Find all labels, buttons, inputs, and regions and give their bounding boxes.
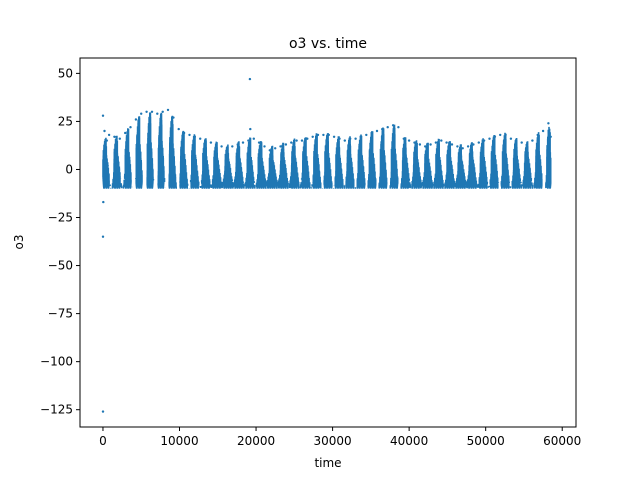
data-point [102,200,105,204]
y-tick-label: 0 [65,162,73,176]
data-point [311,135,314,138]
data-point [445,141,448,144]
y-tick-label: −125 [40,403,73,417]
x-tick-label: 30000 [313,434,351,448]
y-tick-label: −25 [48,211,73,225]
data-point [456,145,459,148]
data-point [249,127,252,131]
data-point [118,137,122,140]
data-point [101,235,105,238]
data-point [322,133,325,137]
data-point [461,147,464,150]
data-point [300,139,304,142]
data-point [509,137,513,140]
data-point [477,141,480,144]
x-tick-label: 50000 [467,434,505,448]
chart-title: o3 vs. time [289,36,367,52]
y-tick-label: 25 [58,114,73,128]
oscillation-band-layer [102,112,552,189]
data-point [156,112,159,115]
data-point [343,139,346,142]
data-point [134,118,138,121]
data-point [488,137,491,140]
x-tick-label: 10000 [160,434,198,448]
data-point [386,126,389,129]
data-point [129,126,132,129]
data-point [220,145,223,148]
data-point [209,141,213,144]
data-point [375,129,379,133]
y-axis-label: o3 [12,235,26,250]
data-point [520,141,523,144]
data-point [466,145,470,148]
data-point [188,133,191,137]
data-point [531,139,534,142]
data-point [434,141,438,144]
data-point [107,133,111,137]
data-point [177,127,180,131]
data-point [248,77,252,81]
data-point [397,126,400,129]
data-point [418,143,422,146]
data-point [263,145,266,148]
data-point [252,137,255,140]
data-point [113,135,116,138]
data-point [365,133,368,137]
data-point [161,110,164,114]
data-point [241,141,245,144]
x-tick-label: 20000 [237,434,275,448]
data-point [274,147,277,150]
data-point [295,139,298,142]
data-point [279,145,282,148]
data-point [547,122,550,125]
oscillation-band [102,112,552,189]
data-point [145,110,148,114]
y-tick-label: −100 [40,355,73,369]
y-axis-ticks: 50 25 0 −25 −50 −75 −100 −125 [40,66,80,417]
data-point [290,141,293,144]
data-point [150,110,154,114]
data-point [231,145,234,148]
data-point [124,131,127,135]
x-tick-label: 0 [99,434,107,448]
data-point [332,135,336,138]
y-tick-label: −50 [48,259,73,273]
data-point [166,108,170,112]
data-point [429,143,432,146]
y-tick-label: −75 [48,307,73,321]
plot-area-frame [79,57,577,428]
x-axis-ticks: 0 10000 20000 30000 40000 50000 60000 [99,427,581,448]
data-point [199,137,202,140]
data-point [499,133,502,137]
data-point [354,137,357,140]
data-point [450,143,454,146]
data-point [407,139,411,142]
data-point [101,114,105,117]
data-point [140,112,143,115]
data-point [284,143,288,146]
x-tick-label: 60000 [543,434,581,448]
data-point [101,410,105,413]
x-tick-label: 40000 [390,434,428,448]
y-tick-label: 50 [58,66,73,80]
data-point [103,129,106,133]
x-axis-label: time [314,456,341,470]
data-point [440,139,443,142]
data-point [541,129,545,133]
